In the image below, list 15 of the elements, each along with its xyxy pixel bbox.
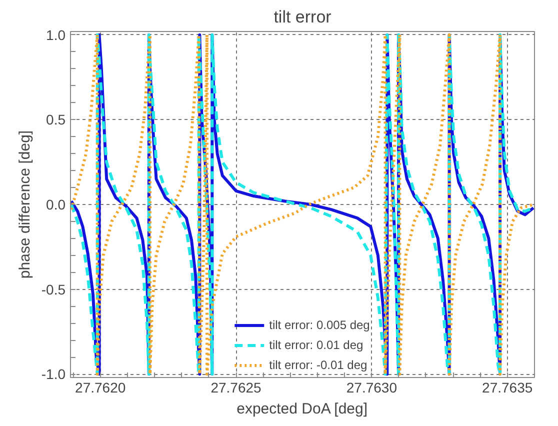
x-tick-label: 27.7620 (75, 380, 126, 396)
legend-label: tilt error: 0.005 deg (269, 318, 370, 332)
y-tick-label: 0.0 (46, 196, 66, 212)
y-tick-label: -1.0 (41, 366, 66, 382)
x-tick-label: 27.7625 (210, 380, 262, 396)
x-axis-title: expected DoA [deg] (236, 400, 368, 418)
y-tick-label: -0.5 (41, 281, 66, 298)
legend-label: tilt error: -0.01 deg (269, 358, 368, 372)
chart-title: tilt error (274, 8, 332, 26)
y-tick-label: 0.5 (46, 112, 66, 128)
x-tick-label: 27.7635 (482, 380, 533, 396)
legend-label: tilt error: 0.01 deg (269, 338, 364, 352)
x-tick-label: 27.7630 (346, 380, 398, 396)
y-tick-label: 1.0 (46, 26, 66, 43)
y-axis-title: phase difference [deg] (16, 130, 34, 279)
